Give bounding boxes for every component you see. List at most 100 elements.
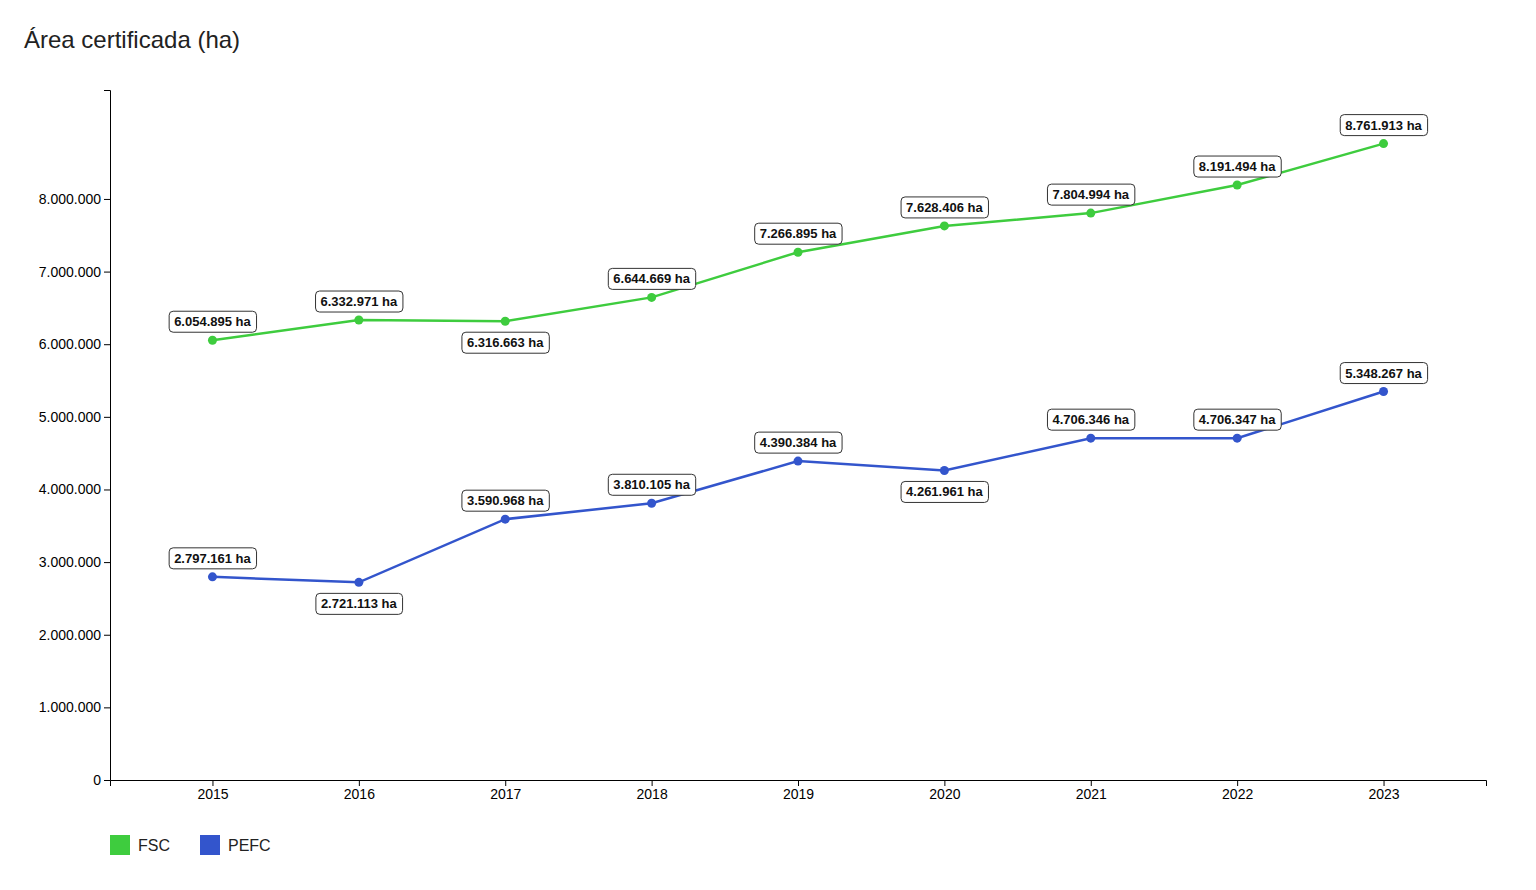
- data-label-text: 2.797.161 ha: [174, 551, 251, 566]
- data-label-text: 6.054.895 ha: [174, 314, 251, 329]
- x-tick: 2016: [344, 780, 375, 802]
- y-tick: 6.000.000: [39, 336, 110, 352]
- data-label-text: 7.266.895 ha: [760, 226, 837, 241]
- data-label-text: 6.644.669 ha: [613, 271, 690, 286]
- data-label-text: 8.191.494 ha: [1199, 159, 1276, 174]
- data-labels: 6.054.895 ha 6.332.971 ha 6.316.663 ha 6.64…: [169, 115, 1427, 615]
- data-label-box: [755, 432, 842, 453]
- x-tick: 2019: [783, 780, 814, 802]
- data-label-text: 3.590.968 ha: [467, 493, 544, 508]
- data-label-text: 6.316.663 ha: [467, 335, 544, 350]
- y-tick-mark: [104, 562, 110, 563]
- data-label: 5.348.267 ha: [1340, 363, 1427, 384]
- data-label-box: [901, 197, 988, 218]
- y-tick: 7.000.000: [39, 264, 110, 280]
- y-tick: 4.000.000: [39, 481, 110, 497]
- y-tick-label: 0: [93, 772, 101, 788]
- data-label: 2.797.161 ha: [169, 548, 256, 569]
- x-tick: 2021: [1076, 780, 1107, 802]
- data-label-box: [901, 481, 988, 502]
- legend: FSC PEFC: [110, 835, 271, 855]
- y-tick-mark: [104, 199, 110, 200]
- y-tick-label: 5.000.000: [39, 409, 101, 425]
- x-tick-label: 2020: [929, 786, 960, 802]
- y-tick-mark: [104, 417, 110, 418]
- data-label-box: [1047, 184, 1134, 205]
- data-label: 3.810.105 ha: [608, 474, 695, 495]
- y-tick: 2.000.000: [39, 627, 110, 643]
- point: [647, 293, 656, 302]
- data-label-text: 4.261.961 ha: [906, 484, 983, 499]
- data-label-box: [462, 490, 549, 511]
- data-label-box: [1340, 115, 1427, 136]
- x-tick: 2018: [637, 780, 668, 802]
- data-label: 7.804.994 ha: [1047, 184, 1134, 205]
- y-tick: 0: [93, 772, 110, 788]
- x-tick-label: 2018: [637, 786, 668, 802]
- point: [208, 336, 217, 345]
- y-tick-label: 4.000.000: [39, 481, 101, 497]
- x-axis: 201520162017201820192020202120222023: [111, 780, 1487, 802]
- data-label: 4.261.961 ha: [901, 481, 988, 502]
- point: [354, 316, 363, 325]
- data-label: 4.390.384 ha: [755, 432, 842, 453]
- data-label-text: 8.761.913 ha: [1345, 118, 1422, 133]
- data-label-box: [316, 593, 403, 614]
- data-label: 8.191.494 ha: [1194, 156, 1281, 177]
- data-label-text: 4.390.384 ha: [760, 435, 837, 450]
- x-tick-label: 2019: [783, 786, 814, 802]
- data-label: 4.706.347 ha: [1194, 409, 1281, 430]
- point: [647, 499, 656, 508]
- data-label: 7.628.406 ha: [901, 197, 988, 218]
- y-tick-label: 2.000.000: [39, 627, 101, 643]
- y-tick-label: 7.000.000: [39, 264, 101, 280]
- data-label-text: 3.810.105 ha: [613, 477, 690, 492]
- data-label-box: [1047, 409, 1134, 430]
- y-tick-mark: [104, 489, 110, 490]
- data-label-box: [755, 223, 842, 244]
- y-tick-mark: [104, 635, 110, 636]
- data-label-text: 7.628.406 ha: [906, 200, 983, 215]
- point: [501, 317, 510, 326]
- y-tick: 5.000.000: [39, 409, 110, 425]
- point: [501, 515, 510, 524]
- point: [1379, 387, 1388, 396]
- point: [1379, 139, 1388, 148]
- data-label-box: [462, 332, 549, 353]
- x-tick: 2020: [929, 780, 960, 802]
- data-label: 6.644.669 ha: [608, 268, 695, 289]
- y-tick: 8.000.000: [39, 191, 110, 207]
- data-label: 3.590.968 ha: [462, 490, 549, 511]
- data-label: 6.316.663 ha: [462, 332, 549, 353]
- data-label-text: 4.706.346 ha: [1052, 412, 1129, 427]
- point: [794, 457, 803, 466]
- data-label-box: [608, 474, 695, 495]
- legend-item: PEFC: [200, 835, 271, 855]
- data-label: 6.054.895 ha: [169, 311, 256, 332]
- data-label-box: [1194, 156, 1281, 177]
- chart: Área certificada (ha)01.000.0002.000.000…: [0, 0, 1536, 890]
- data-label-text: 7.804.994 ha: [1052, 187, 1129, 202]
- data-label: 4.706.346 ha: [1047, 409, 1134, 430]
- legend-swatch: [200, 835, 220, 855]
- y-axis: 0 1.000.000 2.000.000 3.000.000 4.000.000 5.0…: [39, 91, 111, 788]
- legend-label: PEFC: [228, 837, 271, 854]
- x-tick: 2015: [197, 780, 228, 802]
- point: [940, 221, 949, 230]
- y-tick-label: 1.000.000: [39, 699, 101, 715]
- data-label: 8.761.913 ha: [1340, 115, 1427, 136]
- data-label: 2.721.113 ha: [316, 593, 403, 614]
- data-label-text: 5.348.267 ha: [1345, 366, 1422, 381]
- point: [1086, 434, 1095, 443]
- data-label-text: 6.332.971 ha: [321, 294, 398, 309]
- x-tick-label: 2021: [1076, 786, 1107, 802]
- y-tick-label: 3.000.000: [39, 554, 101, 570]
- x-tick-label: 2016: [344, 786, 375, 802]
- data-label-box: [316, 291, 403, 312]
- point: [1233, 434, 1242, 443]
- legend-item: FSC: [110, 835, 170, 855]
- point: [1233, 181, 1242, 190]
- x-tick-label: 2017: [490, 786, 521, 802]
- y-tick-mark: [104, 272, 110, 273]
- x-tick-label: 2023: [1368, 786, 1399, 802]
